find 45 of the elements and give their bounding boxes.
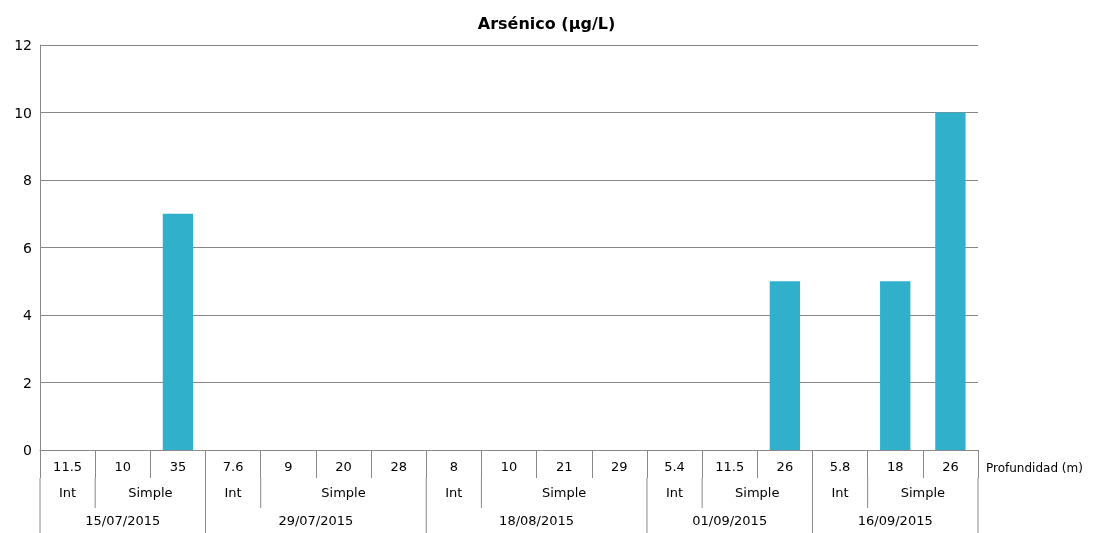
x-tick-label: 20 — [335, 459, 352, 474]
text: Int — [224, 485, 242, 500]
text: 01/09/2015 — [692, 513, 768, 528]
text: Int — [665, 485, 684, 500]
text: 16/09/2015 — [857, 513, 933, 528]
text: Simple — [321, 485, 366, 500]
x-tick-label: 10 — [114, 459, 132, 474]
x-tick-label: 7.6 — [222, 459, 244, 474]
text: Simple — [128, 485, 173, 500]
text: Simple — [735, 485, 780, 500]
x-tick-label: 8 — [449, 459, 458, 474]
bar — [880, 281, 911, 450]
x-tick-label: 21 — [555, 459, 573, 474]
x-tick-label: 18 — [886, 459, 904, 474]
bar — [769, 281, 801, 450]
text: Int — [831, 485, 849, 500]
x-tick-label: 5.8 — [829, 459, 851, 474]
x-tick-label: 26 — [776, 459, 794, 474]
y-tick-label: 2 — [23, 374, 32, 391]
y-tick-label: 4 — [23, 307, 33, 323]
x-tick-label: 5.4 — [664, 459, 685, 474]
x-tick-label: 35 — [169, 459, 187, 474]
y-tick-label: 6 — [23, 239, 33, 256]
text: 18/08/2015 — [499, 513, 575, 528]
x-tick-label: 29 — [611, 459, 628, 474]
y-tick-label: 10 — [14, 104, 32, 121]
text: 15/07/2015 — [85, 513, 161, 528]
x-tick-label: 11.5 — [53, 459, 83, 474]
x-tick-label: 10 — [500, 459, 518, 474]
x-tick-label: 26 — [942, 459, 959, 474]
text: Simple — [900, 485, 946, 500]
y-tick-label: 0 — [23, 442, 32, 458]
x-axis-title: Profundidad (m) — [986, 461, 1083, 475]
y-tick-label: 8 — [23, 172, 32, 188]
chart-title: Arsénico (µg/L) — [477, 13, 616, 33]
bar — [162, 213, 194, 450]
x-tick-label: 9 — [284, 459, 293, 474]
text: Int — [59, 485, 77, 500]
bar — [935, 112, 966, 450]
y-tick-label: 12 — [14, 37, 32, 53]
x-tick-label: 11.5 — [715, 459, 745, 474]
text: Simple — [541, 485, 587, 500]
text: 29/07/2015 — [278, 513, 354, 528]
text: Int — [445, 485, 463, 500]
x-tick-label: 28 — [390, 459, 407, 474]
